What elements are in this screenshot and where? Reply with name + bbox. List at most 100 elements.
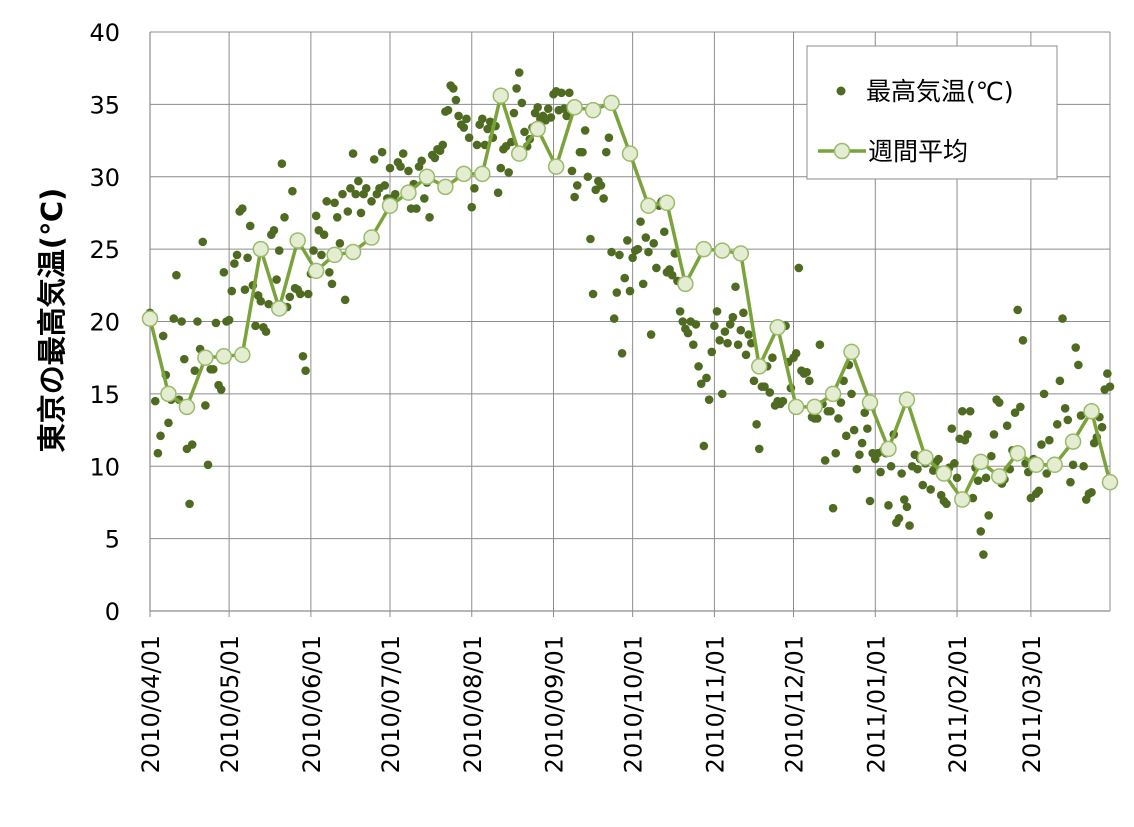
data-point (369, 155, 379, 164)
data-point (678, 317, 688, 326)
data-point (156, 431, 165, 441)
data-point (512, 84, 521, 93)
weekly-average-point (474, 165, 491, 183)
weekly-average-point (658, 194, 676, 212)
data-point (588, 289, 598, 299)
data-point (675, 307, 685, 316)
data-point (301, 366, 310, 376)
data-point (1055, 376, 1065, 386)
data-point (309, 246, 318, 255)
weekly-average-point (787, 398, 805, 416)
data-point (620, 273, 630, 283)
data-point (712, 307, 722, 316)
data-point (493, 188, 503, 197)
data-point (934, 454, 943, 464)
data-point (177, 317, 186, 326)
data-point (754, 444, 764, 454)
data-point (1013, 305, 1022, 315)
data-point (172, 270, 181, 280)
data-point (396, 162, 405, 171)
data-point (805, 376, 814, 386)
data-point (649, 239, 659, 248)
data-point (404, 166, 413, 176)
data-point (325, 267, 334, 277)
weekly-average-point (234, 346, 251, 364)
x-tick-label: 2010/06/01 (298, 635, 326, 773)
y-tick-label: 10 (89, 453, 120, 481)
legend: 最高気温(℃) 週間平均 (806, 45, 1058, 180)
data-point (615, 250, 624, 260)
data-point (702, 373, 711, 383)
y-tick-label: 20 (89, 309, 120, 337)
data-point (744, 330, 753, 339)
weekly-average-point (917, 449, 934, 466)
data-point (578, 147, 587, 157)
y-tick-label: 35 (89, 91, 120, 119)
x-tick-label: 2011/02/01 (944, 635, 972, 773)
data-point (752, 419, 761, 429)
data-point (311, 211, 321, 221)
data-point (886, 461, 896, 471)
data-point (902, 502, 912, 512)
x-tick-label: 2010/04/01 (137, 635, 165, 773)
data-point (198, 237, 208, 247)
data-point (720, 327, 730, 336)
data-point (828, 503, 838, 513)
data-point (417, 156, 426, 166)
weekly-average-point (750, 358, 768, 375)
data-point (973, 476, 983, 486)
data-point (855, 450, 864, 459)
data-point (467, 202, 477, 212)
data-point (509, 108, 519, 118)
data-point (791, 349, 801, 358)
data-point (1105, 382, 1115, 391)
data-point (926, 485, 935, 494)
weekly-average-point (603, 94, 620, 112)
data-point (240, 285, 250, 294)
data-point (659, 227, 669, 237)
legend-dot-marker (836, 86, 846, 96)
data-point (820, 456, 830, 465)
weekly-average-point (880, 440, 897, 458)
data-point (981, 473, 991, 483)
data-point (1076, 411, 1086, 420)
data-point (264, 299, 273, 309)
data-point (338, 189, 347, 199)
data-point (448, 84, 458, 93)
y-tick-label: 25 (89, 236, 120, 264)
data-point (367, 197, 376, 206)
data-point (483, 124, 492, 134)
data-point (443, 105, 453, 115)
x-tick-label: 2011/01/01 (862, 635, 890, 773)
weekly-average-point (935, 465, 953, 482)
data-point (628, 253, 637, 263)
data-point (1037, 440, 1046, 449)
data-point (815, 340, 825, 349)
data-point (277, 159, 287, 169)
data-point (1052, 419, 1062, 429)
data-point (652, 263, 661, 273)
x-tick-label: 2010/09/01 (541, 635, 569, 773)
data-point (976, 527, 986, 536)
weekly-average-point (326, 246, 343, 264)
data-point (691, 320, 701, 329)
data-point (251, 321, 260, 331)
data-point (636, 217, 645, 226)
data-point (354, 176, 363, 186)
data-point (351, 189, 361, 199)
data-point (211, 318, 221, 328)
data-point (261, 327, 271, 336)
data-point (230, 259, 239, 268)
data-point (984, 511, 993, 520)
data-point (760, 382, 769, 391)
data-point (238, 204, 247, 213)
data-point (232, 250, 242, 260)
data-point (562, 111, 572, 121)
data-point (905, 521, 914, 530)
weekly-average-point (492, 87, 510, 104)
data-point (164, 418, 173, 428)
data-point (1045, 435, 1054, 445)
data-point (1087, 488, 1096, 497)
data-point (330, 198, 339, 208)
data-point (380, 181, 390, 190)
